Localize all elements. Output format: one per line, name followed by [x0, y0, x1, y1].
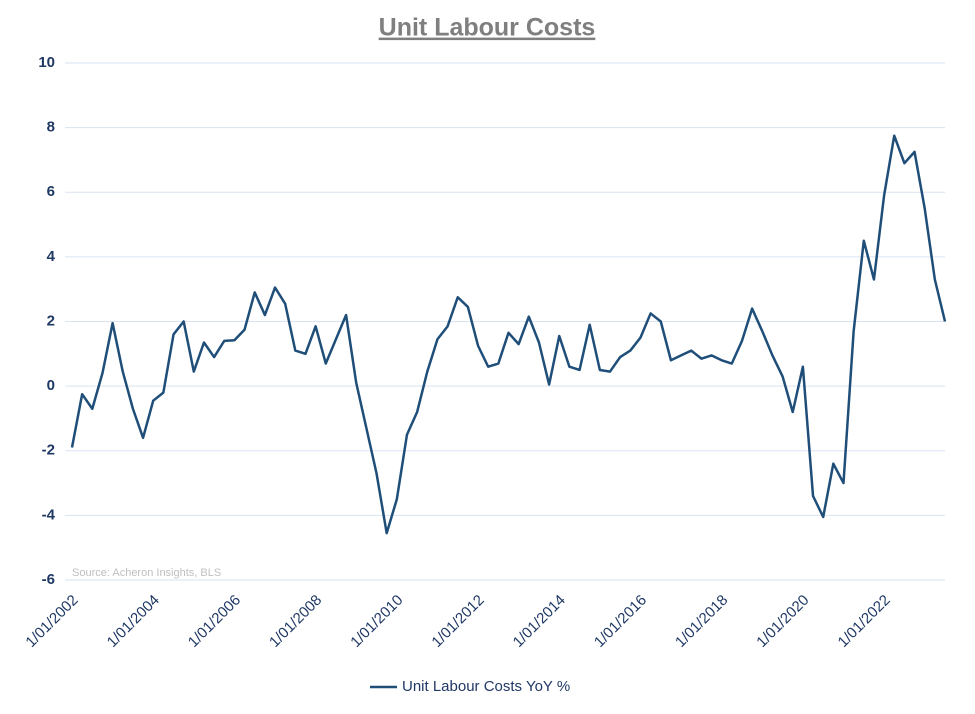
x-tick-label: 1/01/2014	[510, 592, 569, 651]
y-tick-label: 6	[47, 183, 55, 200]
y-tick-label: 2	[47, 312, 55, 329]
y-tick-label: 4	[47, 248, 56, 265]
x-tick-label: 1/01/2022	[835, 592, 894, 651]
x-tick-label: 1/01/2002	[22, 592, 81, 651]
y-tick-label: -6	[42, 571, 55, 588]
x-tick-label: 1/01/2008	[266, 592, 325, 651]
y-tick-label: 10	[38, 54, 55, 71]
y-tick-label: 8	[47, 119, 55, 136]
source-note: Source: Acheron Insights, BLS	[72, 567, 221, 579]
x-tick-label: 1/01/2018	[672, 592, 731, 651]
y-tick-label: -2	[42, 442, 55, 459]
x-tick-label: 1/01/2006	[185, 592, 244, 651]
x-tick-label: 1/01/2016	[591, 592, 650, 651]
x-tick-label: 1/01/2010	[347, 592, 406, 651]
chart-title: Unit Labour Costs	[379, 14, 596, 42]
y-tick-label: 0	[47, 377, 55, 394]
data-line	[70, 134, 947, 535]
x-tick-label: 1/01/2020	[753, 592, 812, 651]
y-tick-label: -4	[42, 506, 56, 523]
legend-label: Unit Labour Costs YoY %	[402, 678, 570, 695]
x-tick-label: 1/01/2012	[428, 592, 487, 651]
x-tick-label: 1/01/2004	[104, 592, 163, 651]
